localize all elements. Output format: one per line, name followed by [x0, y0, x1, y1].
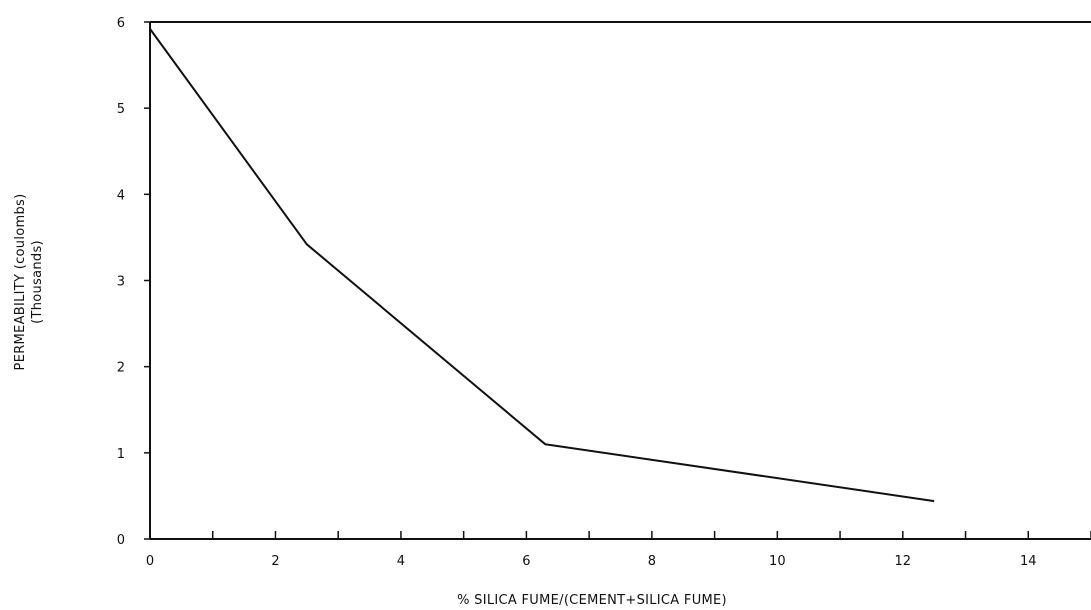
- y-tick-label: 4: [117, 188, 125, 203]
- x-axis-ticks: 0 2 4 6 8 10 12 14: [146, 531, 1091, 569]
- y-tick-label: 0: [117, 533, 125, 548]
- x-tick-label: 0: [146, 554, 154, 569]
- y-axis-title: PERMEABILITY (coulombs): [13, 194, 28, 371]
- y-axis-ticks: 0 1 2 3 4 5 6: [117, 16, 150, 548]
- x-tick-label: 2: [271, 554, 279, 569]
- x-tick-label: 4: [397, 554, 405, 569]
- x-tick-label: 6: [522, 554, 530, 569]
- y-tick-label: 5: [117, 102, 125, 117]
- x-tick-label: 14: [1020, 554, 1037, 569]
- y-axis-subtitle: (Thousands): [30, 240, 45, 324]
- series-line: [149, 28, 935, 503]
- data-series: [149, 28, 935, 503]
- x-tick-label: 12: [895, 554, 912, 569]
- y-tick-label: 3: [117, 275, 125, 290]
- y-tick-label: 2: [117, 361, 125, 376]
- y-tick-label: 6: [117, 16, 125, 31]
- x-axis-title: % SILICA FUME/(CEMENT+SILICA FUME): [457, 593, 727, 608]
- x-tick-label: 10: [769, 554, 786, 569]
- plot-frame: [149, 21, 1091, 540]
- x-tick-label: 8: [648, 554, 656, 569]
- y-tick-label: 1: [117, 447, 125, 462]
